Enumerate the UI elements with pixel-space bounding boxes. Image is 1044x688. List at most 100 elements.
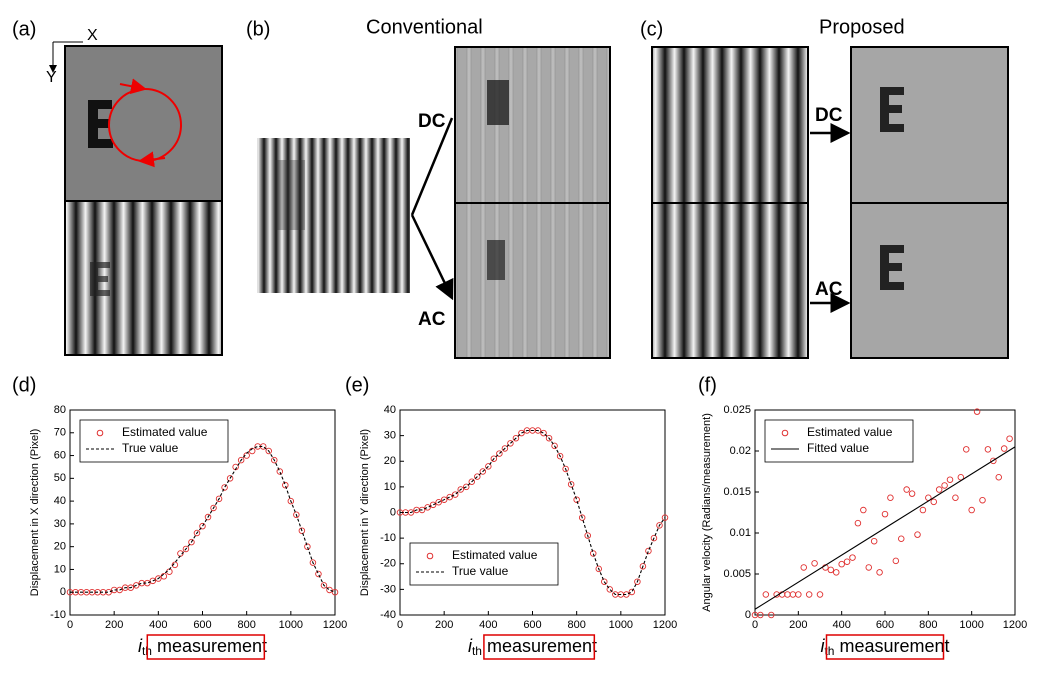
data-point [860,506,867,514]
data-point [293,511,300,519]
data-point [589,550,597,557]
x-tick-label: 0 [752,619,758,631]
y-tick-label: -20 [380,558,396,570]
data-point [512,434,520,442]
legend-box [764,419,914,463]
data-point [320,582,328,589]
y-tick-label: 0.005 [723,568,751,580]
legend-label: True value [122,441,179,455]
y-tick-label: 0 [390,506,396,518]
data-point [331,588,339,596]
legend-box [79,419,229,463]
data-point [534,427,542,434]
x-tick-label: 1200 [653,619,677,631]
legend-box [409,542,559,586]
data-point [518,429,525,437]
y-tick-label: 20 [54,541,66,553]
data-point [304,543,311,550]
data-point [567,481,575,488]
data-point [914,531,921,538]
data-point [435,499,442,506]
x-tick-label: 1000 [279,619,303,631]
data-point [935,486,943,493]
x-tick-label: 200 [435,619,453,631]
data-point [276,468,284,475]
data-point [451,491,459,498]
data-point [282,481,289,489]
data-point [816,591,824,598]
data-point [193,529,201,537]
x-label-rest: measurement [157,636,267,656]
y-tick-label: 0 [745,609,751,621]
highlight-range [146,634,266,660]
x-tick-label: 400 [149,619,167,631]
data-point [995,473,1003,481]
data-point [919,506,927,514]
data-point [507,440,514,447]
y-tick-label: 10 [384,481,396,493]
y-tick-label: 0.025 [723,404,751,416]
data-point [440,496,448,503]
legend-label: Estimated value [452,548,538,562]
data-point [149,577,157,585]
x-axis-label: ith measurement [138,636,267,658]
data-point [930,498,938,506]
x-tick-label: 800 [919,619,937,631]
data-point [215,495,223,503]
data-point [789,591,797,598]
data-point [429,501,437,509]
data-point [265,447,273,455]
data-point [545,434,553,442]
data-point [870,537,878,545]
x-label-rest: measurement [487,636,597,656]
y-tick-label: 30 [384,430,396,442]
data-point [757,611,764,619]
y-tick-label: 20 [384,455,396,467]
data-point [479,468,487,475]
data-point [578,514,586,521]
panel-label: (e) [345,374,369,396]
x-label-var: i [820,636,825,656]
arrow-label: DC [418,111,446,132]
y-tick-label: -10 [380,532,396,544]
axis-label: X [87,27,98,44]
data-point [237,456,245,464]
data-point [784,591,791,598]
panel-title: Conventional [366,16,483,38]
data-point [606,586,614,593]
data-point [446,493,453,501]
y-tick-label: -30 [380,583,396,595]
x-label-sub: th [472,644,482,658]
y-tick-label: -10 [50,609,66,621]
data-point [501,445,509,452]
legend-marker [426,552,434,560]
data-point [551,442,558,450]
data-point [800,564,808,571]
data-point [805,591,813,598]
panel-label: (a) [12,18,36,40]
x-tick-label: 800 [567,619,585,631]
data-point [556,452,564,460]
y-axis-label: Angular velocity (Radians/measurement) [701,413,713,612]
x-tick-label: 0 [397,619,403,631]
data-point [843,558,851,565]
y-tick-label: -40 [380,609,396,621]
data-point [865,564,873,571]
data-point [661,514,669,521]
data-point [496,450,503,457]
data-point [188,538,195,546]
data-point [881,510,889,518]
data-point [424,504,431,511]
x-tick-label: 1200 [323,619,347,631]
data-point [768,611,775,619]
data-point [876,569,883,576]
data-point [171,561,179,569]
data-point [811,560,818,567]
data-point [827,566,835,574]
data-point [463,483,470,491]
data-point [160,573,168,580]
legend-label: Estimated value [807,425,893,439]
data-point [634,578,641,585]
data-point [1006,435,1013,442]
data-point [833,569,840,576]
